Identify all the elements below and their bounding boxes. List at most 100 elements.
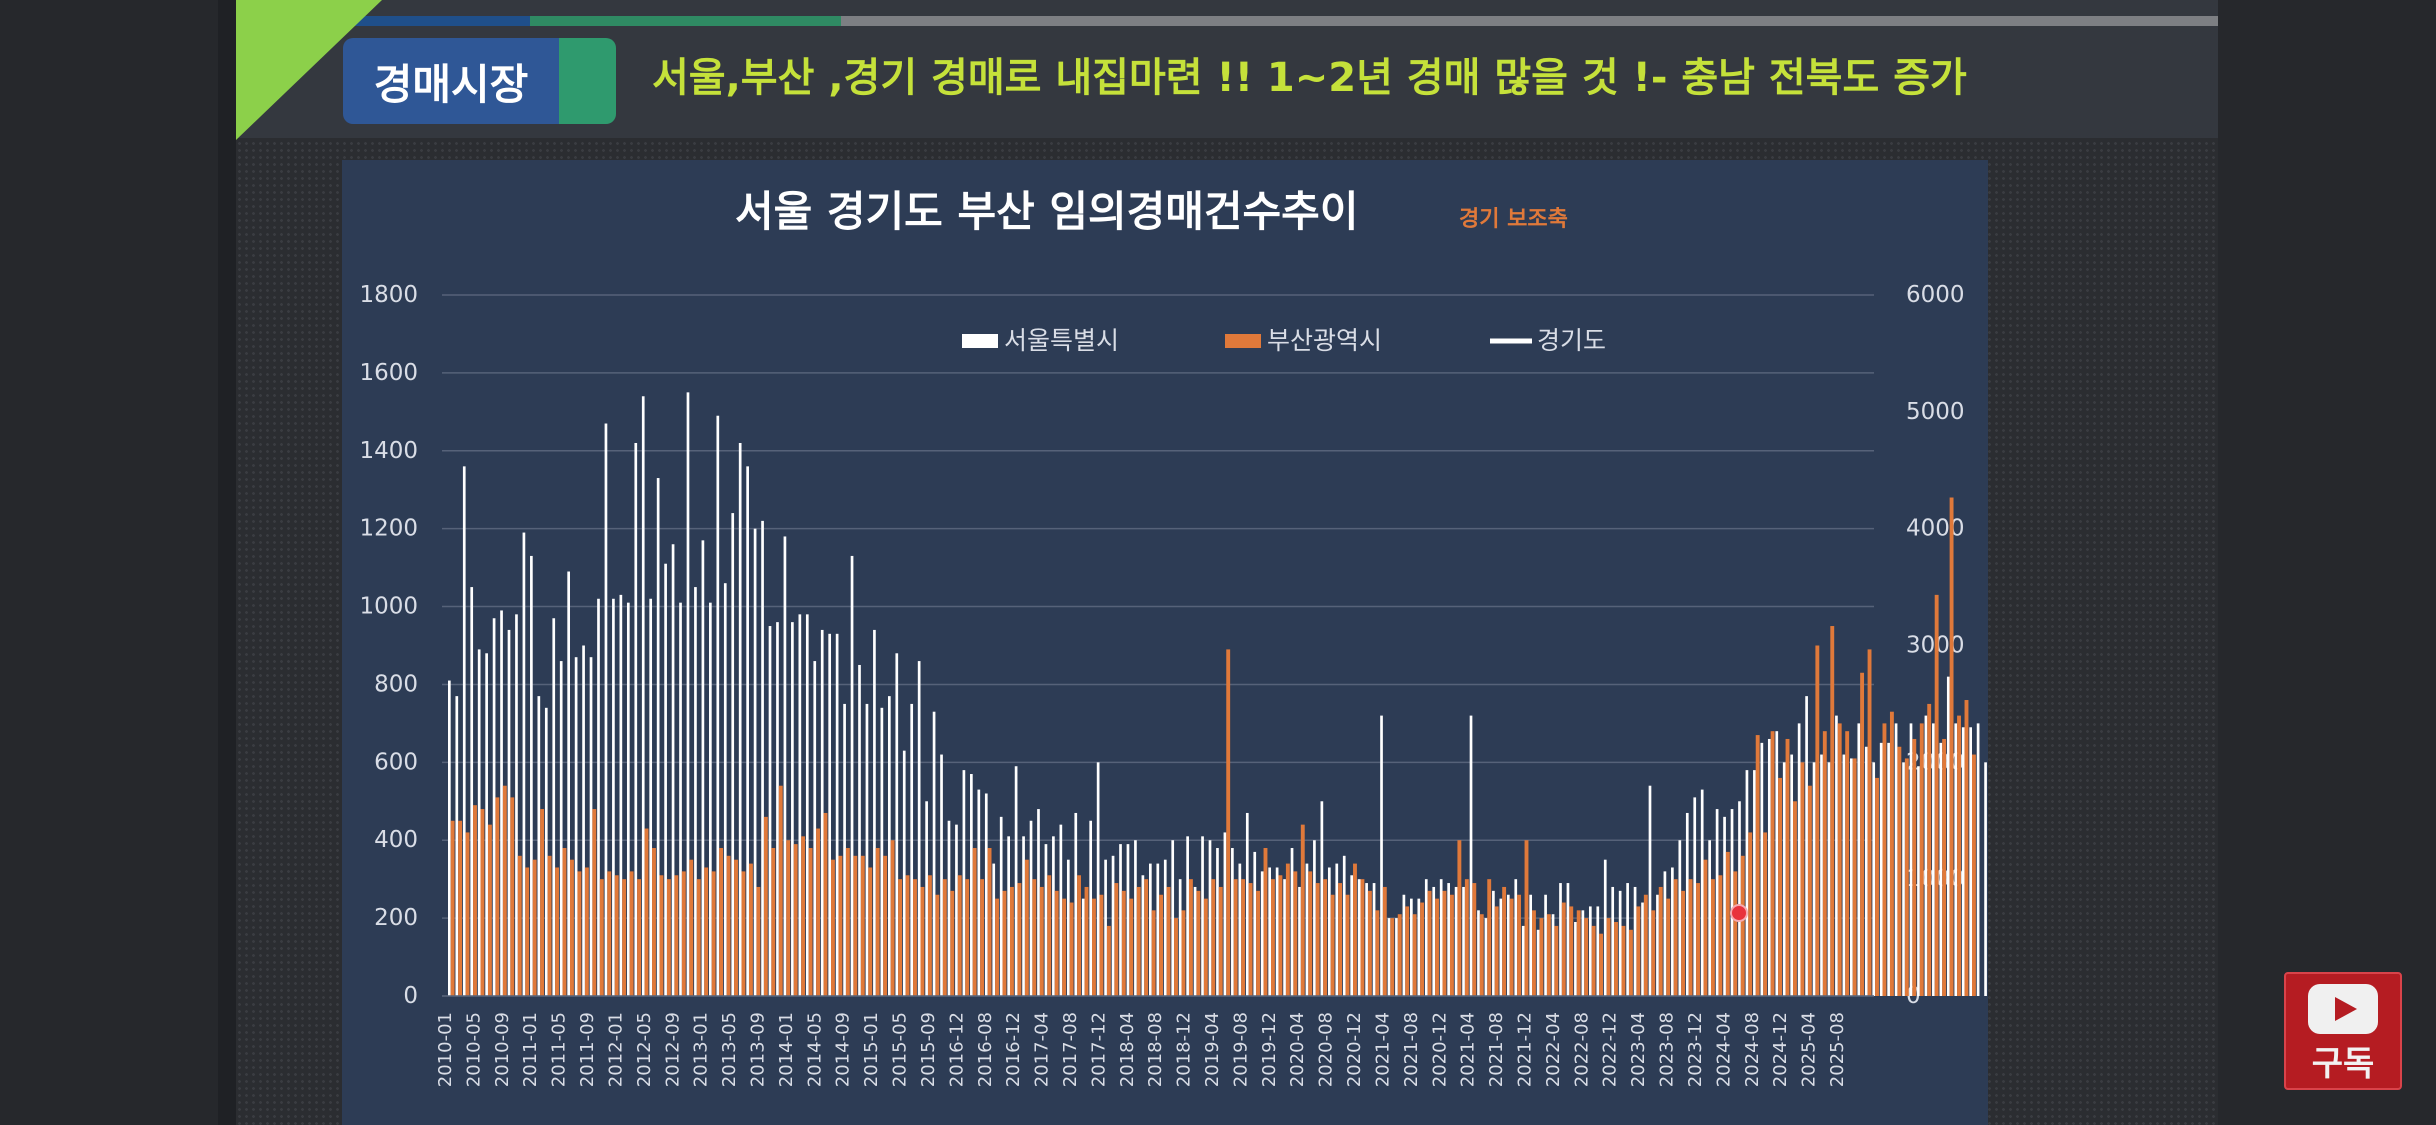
bar-seoul: [552, 618, 556, 996]
bar-seoul: [1447, 883, 1450, 996]
bar-seoul: [1775, 731, 1779, 996]
bar-seoul: [500, 610, 503, 996]
bar-busan: [480, 809, 485, 996]
bar-busan: [1181, 910, 1186, 996]
bar-seoul: [1864, 746, 1868, 996]
bar-busan: [1226, 649, 1231, 996]
video-progress-segment-blue: [236, 16, 530, 26]
video-progress-track[interactable]: [236, 16, 2218, 26]
bar-seoul: [1626, 883, 1629, 996]
bar-seoul: [820, 629, 824, 996]
bar-busan: [1174, 918, 1178, 996]
bar-seoul: [1559, 883, 1562, 996]
bar-busan: [748, 863, 753, 996]
bar-seoul: [1805, 696, 1808, 996]
bar-seoul: [1171, 840, 1175, 996]
bar-busan: [1397, 914, 1402, 996]
category-badge-accent: [559, 38, 616, 124]
bar-seoul: [1656, 894, 1659, 996]
subscribe-button[interactable]: 구독: [2284, 972, 2402, 1090]
bar-seoul: [1372, 883, 1376, 996]
bar-busan: [1546, 914, 1551, 996]
bar-seoul: [1603, 859, 1607, 996]
bar-busan: [711, 871, 716, 996]
bar-busan: [637, 879, 642, 996]
bar-busan: [1830, 626, 1835, 996]
bar-seoul: [1231, 848, 1234, 996]
bar-busan: [704, 867, 709, 996]
bar-busan: [1554, 925, 1559, 996]
bar-seoul: [671, 544, 675, 996]
bar-busan: [1442, 890, 1447, 996]
bar-busan: [1942, 738, 1947, 996]
bar-seoul: [1089, 820, 1093, 996]
bar-busan: [540, 809, 545, 996]
bar-seoul: [1842, 754, 1846, 996]
bar-busan: [1793, 801, 1797, 996]
bar-seoul: [1932, 723, 1935, 996]
x-tick-label: 2010-09: [492, 1012, 513, 1087]
bar-seoul: [1894, 723, 1898, 996]
bar-busan: [831, 859, 835, 996]
bar-busan: [1770, 731, 1775, 996]
bar-busan: [1092, 898, 1096, 996]
bar-seoul: [664, 563, 667, 996]
bar-busan: [1315, 883, 1320, 996]
bar-busan: [1934, 594, 1939, 996]
bar-seoul: [1760, 742, 1764, 996]
bar-busan: [1875, 777, 1879, 996]
bar-busan: [659, 875, 664, 996]
bar-busan: [674, 875, 679, 996]
bar-seoul: [873, 629, 876, 996]
x-tick-label: 2022-12: [1600, 1012, 1621, 1087]
bar-seoul: [955, 824, 958, 996]
bar-busan: [1532, 910, 1536, 996]
bar-seoul: [768, 626, 772, 996]
bar-busan: [942, 879, 947, 996]
bar-seoul: [1708, 840, 1711, 996]
bar-seoul: [1149, 863, 1152, 996]
bar-seoul: [805, 614, 809, 996]
bar-busan: [1606, 918, 1611, 996]
bar-busan: [1807, 785, 1812, 996]
bar-seoul: [858, 664, 861, 996]
bar-seoul: [1738, 801, 1741, 996]
x-tick-label: 2020-08: [1316, 1012, 1337, 1087]
bar-seoul: [1037, 809, 1040, 996]
bar-seoul: [1506, 894, 1510, 996]
bar-seoul: [1193, 886, 1197, 996]
bar-busan: [577, 871, 582, 996]
bar-seoul: [1141, 875, 1145, 996]
bar-seoul: [1052, 836, 1055, 996]
bar-busan: [1211, 879, 1216, 996]
x-tick-label: 2021-08: [1401, 1012, 1422, 1087]
x-tick-label: 2017-08: [1060, 1012, 1081, 1087]
bar-busan: [1464, 879, 1469, 996]
bar-busan: [1591, 925, 1596, 996]
bar-busan: [525, 867, 530, 996]
bar-busan: [927, 875, 932, 996]
bar-busan: [1129, 898, 1134, 996]
bar-busan: [1099, 894, 1104, 996]
bar-seoul: [1208, 840, 1212, 996]
bar-seoul: [1827, 762, 1831, 996]
bar-seoul: [1074, 812, 1078, 996]
x-tick-label: 2024-12: [1770, 1012, 1791, 1087]
x-tick-label: 2010-05: [463, 1012, 484, 1087]
bar-seoul: [477, 649, 481, 996]
bar-busan: [1561, 902, 1566, 996]
bar-seoul: [1454, 886, 1458, 996]
bar-busan: [763, 816, 768, 996]
bar-busan: [1435, 898, 1439, 996]
bar-seoul: [783, 536, 787, 996]
bar-seoul: [887, 696, 891, 996]
bar-busan: [1636, 906, 1641, 996]
bar-seoul: [1275, 867, 1279, 996]
bar-busan: [1002, 890, 1007, 996]
bar-busan: [890, 840, 895, 996]
bar-seoul: [515, 614, 518, 996]
bar-busan: [1524, 840, 1529, 996]
bar-seoul: [1007, 836, 1010, 996]
bar-busan: [1755, 735, 1760, 996]
bar-busan: [458, 820, 463, 996]
